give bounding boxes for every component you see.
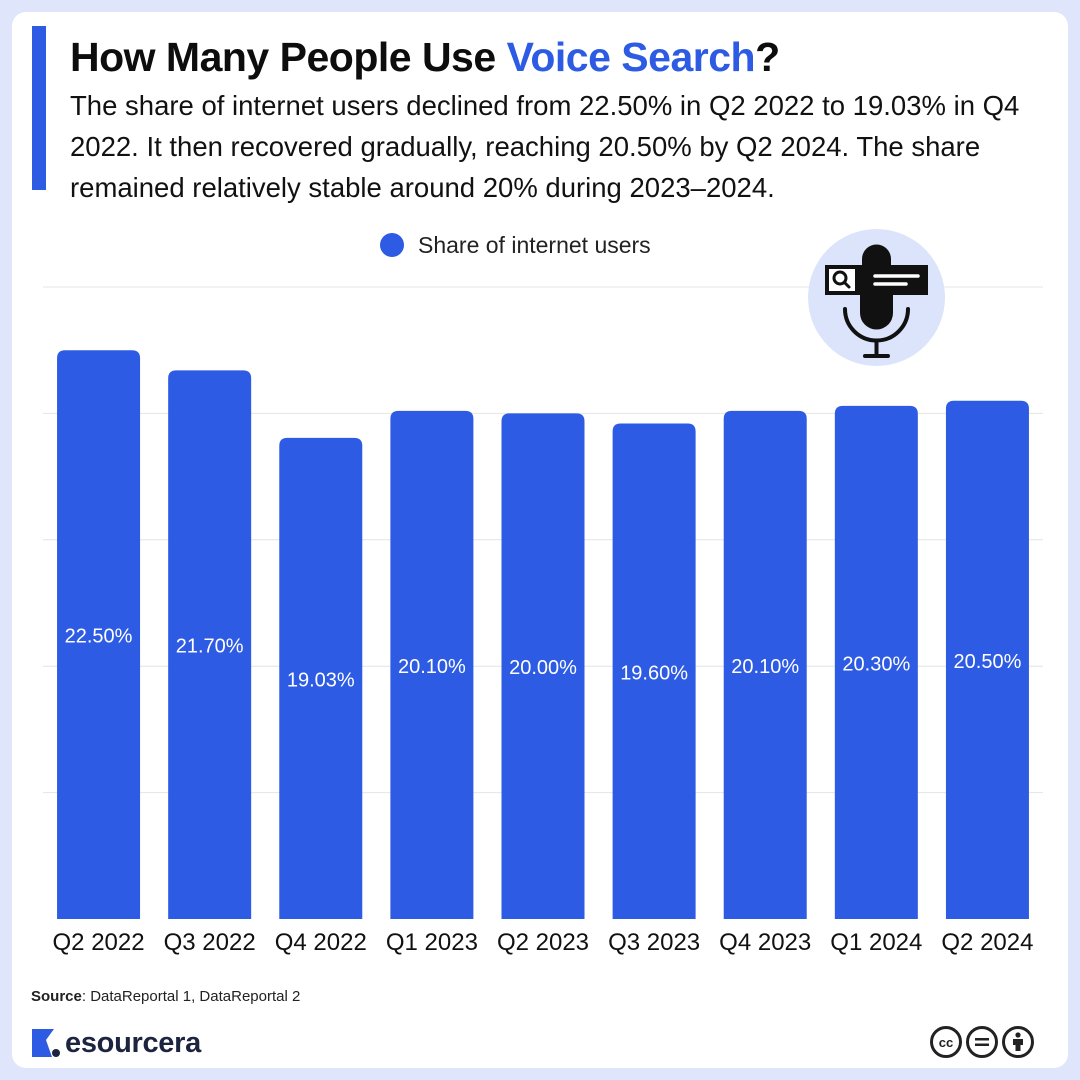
bar-value-label: 20.30% <box>842 653 910 675</box>
bar-q1-2024 <box>834 405 918 919</box>
title-prefix: How Many People Use <box>70 34 507 80</box>
bar-q1-2023 <box>390 410 474 919</box>
chart-legend: Share of internet users <box>380 230 651 260</box>
x-tick-label: Q1 2023 <box>386 929 478 956</box>
legend-swatch <box>380 233 404 257</box>
legend-label: Share of internet users <box>418 231 651 258</box>
bar-q3-2023 <box>612 423 696 919</box>
x-tick-label: Q3 2023 <box>608 929 700 956</box>
x-tick-label: Q3 2022 <box>164 929 256 956</box>
no-derivatives-icon <box>966 1026 998 1058</box>
bar-q4-2022 <box>279 437 363 919</box>
brand-name: esourcera <box>65 1026 201 1059</box>
title-highlight: Voice Search <box>506 34 756 80</box>
bar-value-label: 20.00% <box>509 657 577 679</box>
infographic-card: How Many People Use Voice Search? The sh… <box>12 12 1068 1068</box>
x-tick-label: Q2 2024 <box>941 929 1033 956</box>
brand-mark-icon <box>32 1029 60 1057</box>
source-text: : DataReportal 1, DataReportal 2 <box>81 988 301 1005</box>
bar-value-label: 21.70% <box>176 636 244 658</box>
title-suffix: ? <box>755 34 780 80</box>
attribution-icon <box>1002 1026 1034 1058</box>
bar-value-label: 22.50% <box>65 626 133 648</box>
subtitle: The share of internet users declined fro… <box>70 90 1020 203</box>
bar-value-label: 19.60% <box>620 662 688 684</box>
title-accent-bar <box>32 26 46 190</box>
bar-q3-2022 <box>168 370 252 919</box>
license-badges: cc <box>930 1026 1034 1058</box>
brand-logo: esourcera <box>31 1026 201 1060</box>
bar-value-label: 20.10% <box>398 656 466 678</box>
bar-chart: 22.50% Q2 2022 21.70% Q3 2022 19.03% Q4 2022 2… <box>43 286 1043 956</box>
bar-value-label: 20.10% <box>731 656 799 678</box>
bar-q2-2022 <box>57 350 141 919</box>
bar-q4-2023 <box>723 410 807 919</box>
bar-q2-2024 <box>945 400 1029 919</box>
bar-q2-2023 <box>501 413 585 919</box>
source-label: Source <box>31 988 82 1005</box>
bar-value-label: 20.50% <box>954 651 1022 673</box>
source-note: Source: DataReportal 1, DataReportal 2 <box>31 988 300 1005</box>
x-tick-label: Q2 2022 <box>53 929 145 956</box>
bar-value-label: 19.03% <box>287 669 355 691</box>
x-tick-label: Q4 2023 <box>719 929 811 956</box>
voice-search-microphone-icon <box>808 229 945 366</box>
x-tick-label: Q4 2022 <box>275 929 367 956</box>
x-tick-label: Q1 2024 <box>830 929 922 956</box>
cc-icon: cc <box>930 1026 962 1058</box>
x-tick-label: Q2 2023 <box>497 929 589 956</box>
page-title: How Many People Use Voice Search? <box>70 34 780 81</box>
